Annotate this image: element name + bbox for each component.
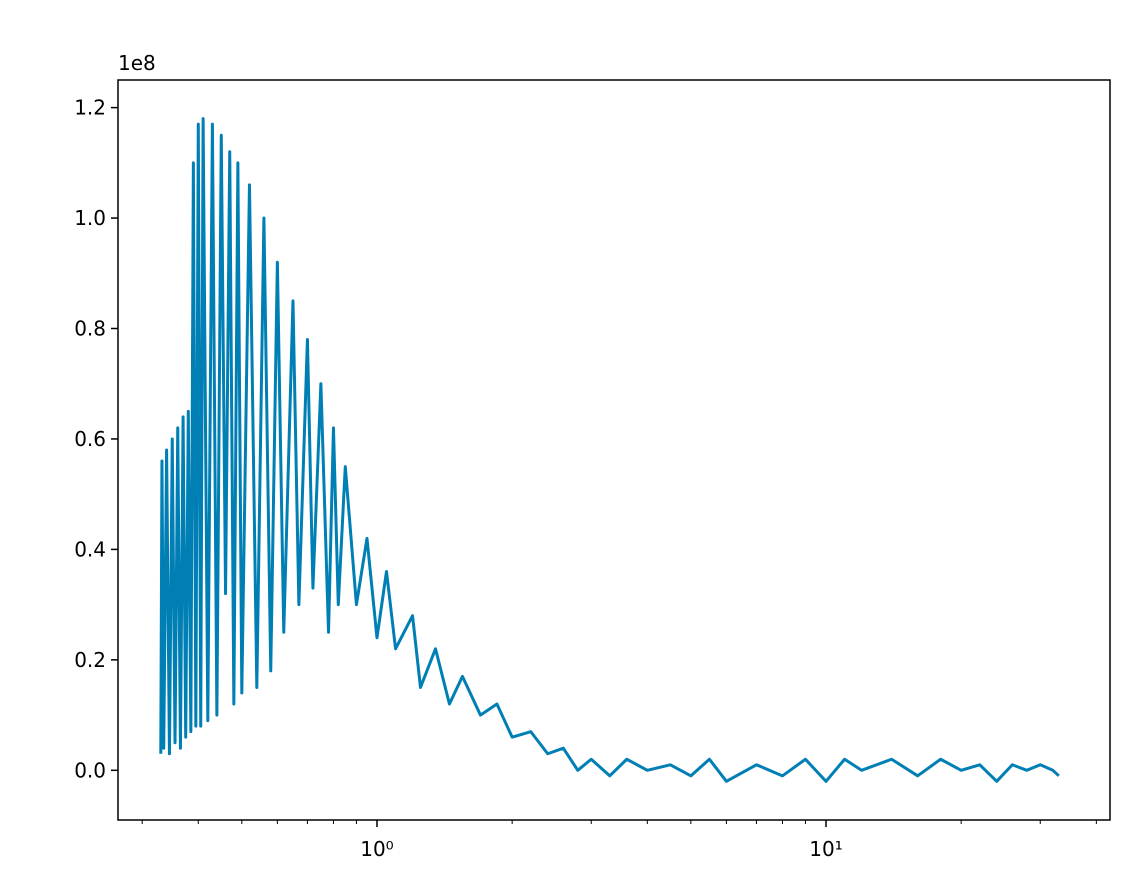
y-tick-label: 0.2 <box>74 648 106 672</box>
y-tick-label: 0.4 <box>74 537 106 561</box>
y-tick-label: 1.2 <box>74 96 106 120</box>
plot-frame <box>117 79 1111 821</box>
y-offset-label: 1e8 <box>118 51 156 75</box>
y-tick-label: 1.0 <box>74 206 106 230</box>
y-tick-label: 0.8 <box>74 317 106 341</box>
x-tick-label: 10⁰ <box>360 837 393 861</box>
y-tick-label: 0.6 <box>74 427 106 451</box>
y-tick-label: 0.0 <box>74 758 106 782</box>
x-tick-label: 10¹ <box>809 837 842 861</box>
data-line <box>159 117 1060 783</box>
